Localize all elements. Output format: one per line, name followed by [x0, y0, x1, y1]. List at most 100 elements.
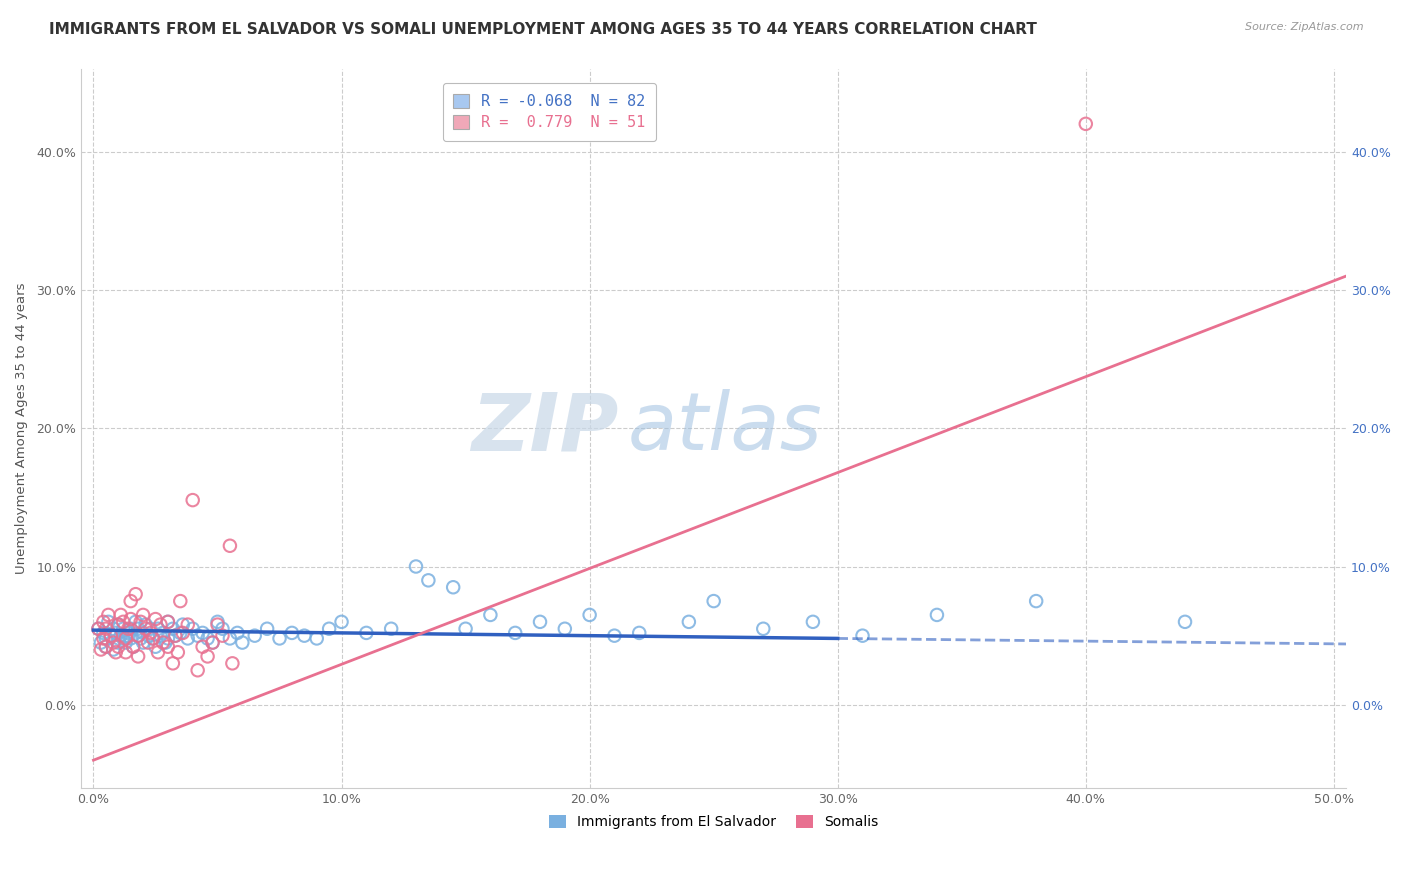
Point [628, 626, 651, 640]
Point [97, 607, 120, 622]
Point [139, 626, 162, 640]
Point [107, 640, 129, 654]
Point [127, 622, 149, 636]
Point [191, 640, 214, 654]
Point [529, 615, 551, 629]
Point [169, 594, 191, 608]
Point [104, 645, 127, 659]
Point [578, 607, 600, 622]
Point [114, 632, 136, 646]
Point [94, 622, 117, 636]
Point [479, 607, 502, 622]
Point [177, 632, 200, 646]
Point [187, 663, 209, 677]
Point [94, 632, 117, 646]
Y-axis label: Unemployment Among Ages 35 to 44 years: Unemployment Among Ages 35 to 44 years [15, 283, 28, 574]
Point [132, 607, 155, 622]
Point [172, 617, 194, 632]
Point [152, 626, 174, 640]
Point [197, 649, 219, 664]
Point [97, 615, 120, 629]
Point [207, 615, 229, 629]
Point [135, 617, 157, 632]
Point [93, 615, 115, 629]
Point [172, 626, 194, 640]
Point [103, 642, 125, 657]
Point [405, 559, 427, 574]
Point [145, 612, 167, 626]
Point [187, 629, 209, 643]
Point [1174, 615, 1197, 629]
Point [107, 617, 129, 632]
Point [226, 626, 249, 640]
Point [243, 629, 266, 643]
Point [135, 622, 157, 636]
Legend: Immigrants from El Salvador, Somalis: Immigrants from El Salvador, Somalis [543, 810, 884, 835]
Point [211, 622, 233, 636]
Point [100, 629, 122, 643]
Text: IMMIGRANTS FROM EL SALVADOR VS SOMALI UNEMPLOYMENT AMONG AGES 35 TO 44 YEARS COR: IMMIGRANTS FROM EL SALVADOR VS SOMALI UN… [49, 22, 1038, 37]
Point [197, 632, 219, 646]
Point [120, 594, 142, 608]
Text: Source: ZipAtlas.com: Source: ZipAtlas.com [1246, 22, 1364, 32]
Point [129, 632, 152, 646]
Point [107, 617, 129, 632]
Point [120, 622, 142, 636]
Point [103, 635, 125, 649]
Point [207, 617, 229, 632]
Point [162, 657, 184, 671]
Point [107, 635, 129, 649]
Point [149, 617, 172, 632]
Point [454, 622, 477, 636]
Point [127, 629, 149, 643]
Point [801, 615, 824, 629]
Point [603, 629, 626, 643]
Point [1074, 117, 1097, 131]
Point [201, 635, 224, 649]
Point [122, 640, 145, 654]
Point [117, 622, 139, 636]
Point [129, 615, 152, 629]
Point [156, 640, 179, 654]
Point [554, 622, 576, 636]
Point [221, 657, 243, 671]
Point [211, 629, 233, 643]
Text: ZIP: ZIP [471, 389, 619, 467]
Point [165, 629, 187, 643]
Point [114, 629, 136, 643]
Point [181, 622, 204, 636]
Point [177, 617, 200, 632]
Point [132, 626, 155, 640]
Point [503, 626, 526, 640]
Point [441, 580, 464, 594]
Point [120, 632, 142, 646]
Point [120, 612, 142, 626]
Point [256, 622, 278, 636]
Point [219, 539, 242, 553]
Point [124, 615, 146, 629]
Point [219, 632, 242, 646]
Point [117, 626, 139, 640]
Point [145, 640, 167, 654]
Point [93, 632, 115, 646]
Point [380, 622, 402, 636]
Point [87, 622, 110, 636]
Point [103, 622, 125, 636]
Point [231, 635, 253, 649]
Point [114, 645, 136, 659]
Point [162, 622, 184, 636]
Point [112, 615, 135, 629]
Point [149, 629, 172, 643]
Point [146, 645, 169, 659]
Point [752, 622, 775, 636]
Point [139, 622, 162, 636]
Point [94, 640, 117, 654]
Point [703, 594, 725, 608]
Point [100, 629, 122, 643]
Point [112, 622, 135, 636]
Point [90, 635, 112, 649]
Point [94, 640, 117, 654]
Point [1025, 594, 1047, 608]
Point [169, 626, 191, 640]
Point [127, 629, 149, 643]
